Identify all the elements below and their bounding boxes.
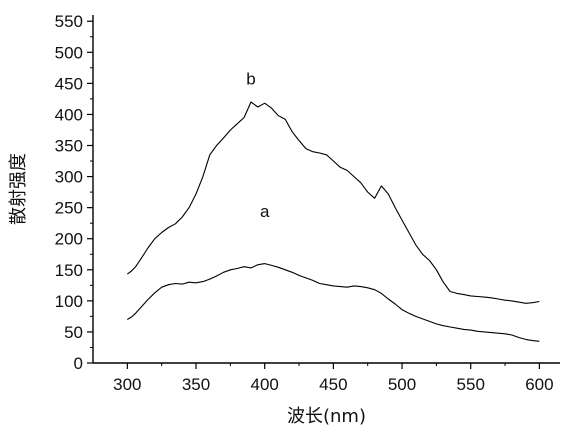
y-tick-label: 100 [55, 292, 83, 311]
axes [92, 15, 560, 364]
series-line-b [126, 101, 540, 304]
y-tick-label: 250 [55, 199, 83, 218]
y-tick-label: 200 [55, 230, 83, 249]
x-axis-ticks: 300 350 400 450 500 550 600 [113, 363, 554, 394]
series-line-a [127, 263, 540, 342]
y-tick-label: 300 [55, 168, 83, 187]
series-label-b: b [246, 70, 255, 89]
y-tick-label: 0 [74, 354, 83, 373]
y-axis-label: 散射强度 [8, 153, 29, 225]
x-tick-label: 500 [388, 375, 416, 394]
y-tick-label: 450 [55, 74, 83, 93]
x-tick-label: 400 [251, 375, 279, 394]
y-tick-label: 50 [64, 323, 83, 342]
x-tick-label: 300 [113, 375, 141, 394]
series-group: ab [126, 70, 540, 342]
x-tick-label: 600 [525, 375, 553, 394]
y-tick-label: 150 [55, 261, 83, 280]
y-tick-label: 350 [55, 137, 83, 156]
y-tick-label: 550 [55, 12, 83, 31]
x-tick-label: 350 [182, 375, 210, 394]
x-axis-label: 波长(nm) [287, 406, 366, 427]
series-label-a: a [260, 202, 270, 221]
y-tick-label: 400 [55, 105, 83, 124]
x-tick-label: 450 [319, 375, 347, 394]
y-tick-label: 500 [55, 43, 83, 62]
x-tick-label: 550 [457, 375, 485, 394]
y-axis-ticks: 0 50 100 150 200 250 300 350 400 450 500 550 [55, 12, 93, 373]
